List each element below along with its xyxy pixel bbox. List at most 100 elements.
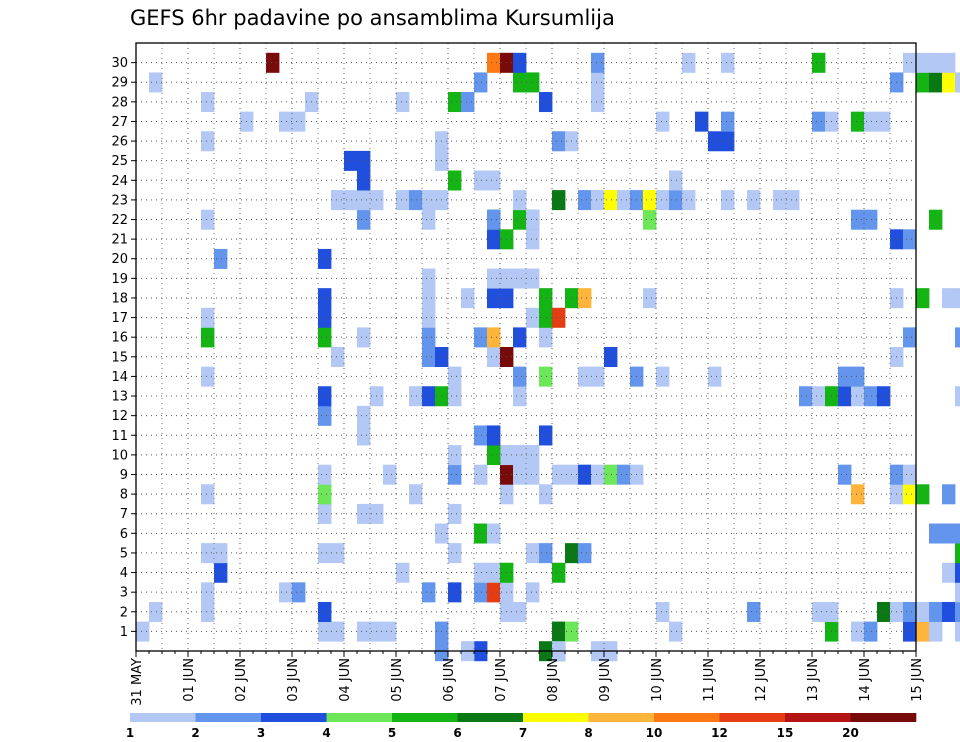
heat-cell [669,621,683,642]
heat-cell [864,209,878,230]
colorbar-tick-label: 7 [519,726,527,740]
heat-cell [513,209,527,230]
colorbar-swatch [195,713,262,722]
heat-cell [526,582,540,603]
heat-cell [422,327,436,348]
heat-cell [357,150,371,171]
y-tick-label: 30 [111,56,128,71]
heat-cell [877,386,891,407]
heat-cell [682,190,696,211]
colorbar-tick-label: 4 [322,726,330,740]
x-tick-label: 11 JUN [702,658,717,702]
heat-cell [955,543,960,564]
heat-cell [838,366,852,387]
x-tick-label: 06 JUN [442,658,457,702]
heat-cell [318,484,332,505]
y-tick-label: 26 [111,135,128,150]
heat-cell [916,72,930,93]
heat-cell [942,72,956,93]
heat-cell [812,601,826,622]
heat-cell [149,72,163,93]
heat-cell [383,464,397,485]
heat-cell [357,209,371,230]
y-tick-label: 28 [111,95,128,110]
heat-cell [214,562,228,583]
x-tick-label: 31 MAY [130,658,145,706]
heat-cell [721,131,735,152]
heat-cell [396,190,410,211]
heat-cell [955,582,960,603]
heat-cell [318,543,332,564]
heat-cell [864,621,878,642]
heat-cell [487,52,501,73]
heat-cell [448,170,462,191]
y-tick-label: 5 [120,546,128,561]
heat-cell [474,523,488,544]
heat-cell [318,405,332,426]
heat-cell [942,484,956,505]
y-tick-label: 3 [120,586,128,601]
heat-cell [331,543,345,564]
heat-cell [903,229,917,250]
heat-cell [955,562,960,583]
heat-cell [474,72,488,93]
x-axis: 31 MAY 01 JUN 02 JUN 03 JUN 04 JUN 05 JUN 06 J… [130,651,925,706]
y-tick-label: 12 [111,409,128,424]
heat-cell [513,327,527,348]
heat-cell [396,562,410,583]
y-tick-label: 29 [111,76,128,91]
heat-cell [682,52,696,73]
y-tick-label: 19 [111,272,128,287]
y-tick-label: 22 [111,213,128,228]
heat-cell [578,464,592,485]
heat-cell [838,464,852,485]
heat-cell [487,288,501,309]
heat-cell [916,621,930,642]
heat-cell [318,464,332,485]
heat-cell [526,209,540,230]
heat-cell [357,425,371,446]
heat-cell [266,52,280,73]
heat-cell [929,72,943,93]
y-tick-label: 14 [111,370,128,385]
heat-cell [487,425,501,446]
x-tick-label: 03 JUN [286,658,301,702]
heat-cell [487,229,501,250]
heat-cell [851,621,865,642]
heat-cell [513,601,527,622]
x-tick-label: 04 JUN [338,658,353,702]
heat-cell [487,562,501,583]
heat-cell [422,347,436,368]
heat-cell [461,288,475,309]
heat-cell [903,52,917,73]
heat-cell [552,190,566,211]
heat-cell [903,601,917,622]
heat-cell [578,543,592,564]
y-tick-label: 1 [120,625,128,640]
heat-cell [201,601,215,622]
heat-cell [669,170,683,191]
heat-cell [422,268,436,289]
heat-cell [604,464,618,485]
x-tick-label: 12 JUN [754,658,769,702]
heat-cell [903,621,917,642]
heat-cell [331,347,345,368]
y-tick-label: 2 [120,605,128,620]
heat-cell [513,464,527,485]
heat-cell [487,170,501,191]
heat-cell [292,582,306,603]
chart-title: GEFS 6hr padavine po ansamblima Kursumli… [130,6,615,30]
colorbar-swatch [523,713,589,722]
heat-cell [539,327,553,348]
y-tick-label: 15 [111,350,128,365]
heat-cell [513,72,527,93]
heat-cell [526,229,540,250]
y-tick-label: 25 [111,154,128,169]
y-tick-label: 9 [120,468,128,483]
heat-cell [513,52,527,73]
heat-cell [318,601,332,622]
heat-cell [747,190,761,211]
heat-cell [461,92,475,113]
heat-cell [916,52,930,73]
